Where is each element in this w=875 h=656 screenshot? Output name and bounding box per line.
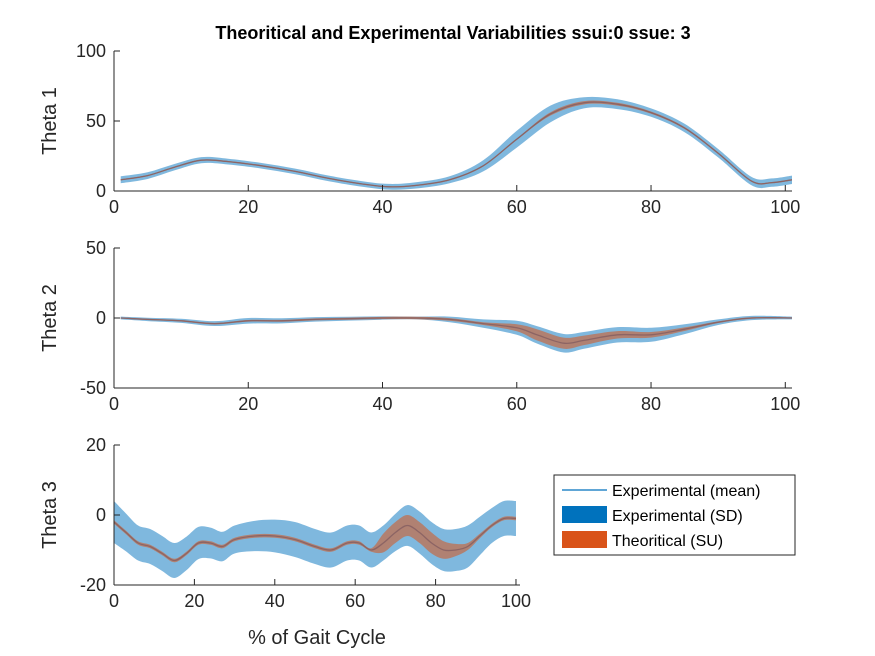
y-tick-label: -50 [80,378,106,398]
panel-2-y-axis-label: Theta 2 [39,284,61,352]
y-tick-label: 50 [86,238,106,258]
legend-swatch-sd [562,506,607,523]
x-tick-label: 20 [238,197,258,217]
panel-3-sd-band [114,500,516,579]
panel-3-y-axis-label: Theta 3 [39,481,61,549]
panel-3-su-band [114,515,516,563]
legend-swatch-su [562,531,607,548]
x-tick-label: 20 [184,591,204,611]
x-tick-label: 0 [109,591,119,611]
y-tick-label: 0 [96,505,106,525]
x-tick-label: 80 [426,591,446,611]
panel-2-plot-area [120,315,792,353]
panel-2-su-band [120,316,792,349]
legend-entry-su: Theoritical (SU) [612,533,723,550]
x-tick-label: 100 [770,394,800,414]
y-tick-label: 100 [76,41,106,61]
x-axis-label: % of Gait Cycle [248,627,386,649]
panel-2-mean-line [120,317,792,345]
x-tick-label: 0 [109,197,119,217]
x-tick-label: 100 [770,197,800,217]
chart-title: Theoritical and Experimental Variabiliti… [215,23,690,43]
x-tick-label: 40 [265,591,285,611]
x-tick-label: 80 [641,394,661,414]
x-tick-label: 60 [345,591,365,611]
legend-entry-mean: Experimental (mean) [612,483,761,500]
y-tick-label: 0 [96,181,106,201]
legend: Experimental (mean) Experimental (SD) Th… [553,474,796,556]
panel-3-plot-area [114,500,517,579]
y-tick-label: 20 [86,435,106,455]
y-tick-label: -20 [80,575,106,595]
panels: 0 20 40 60 80 100 0 50 100 Theta 1 0 20 40 60 80 100 -50… [39,41,800,611]
x-tick-label: 40 [372,394,392,414]
x-tick-label: 60 [507,394,527,414]
x-tick-label: 40 [372,197,392,217]
panel-1-mean-line [120,101,792,188]
panel-3-mean-line [114,517,517,562]
y-tick-label: 50 [86,111,106,131]
panel-1-plot-area [120,96,792,190]
legend-entry-sd: Experimental (SD) [612,508,743,525]
x-tick-label: 100 [501,591,531,611]
x-tick-label: 80 [641,197,661,217]
x-tick-label: 20 [238,394,258,414]
panel-1: 0 20 40 60 80 100 0 50 100 Theta 1 [39,41,800,217]
x-tick-label: 0 [109,394,119,414]
x-tick-label: 60 [507,197,527,217]
panel-1-sd-band [120,96,792,190]
panel-1-y-axis-label: Theta 1 [39,87,61,155]
y-tick-label: 0 [96,308,106,328]
